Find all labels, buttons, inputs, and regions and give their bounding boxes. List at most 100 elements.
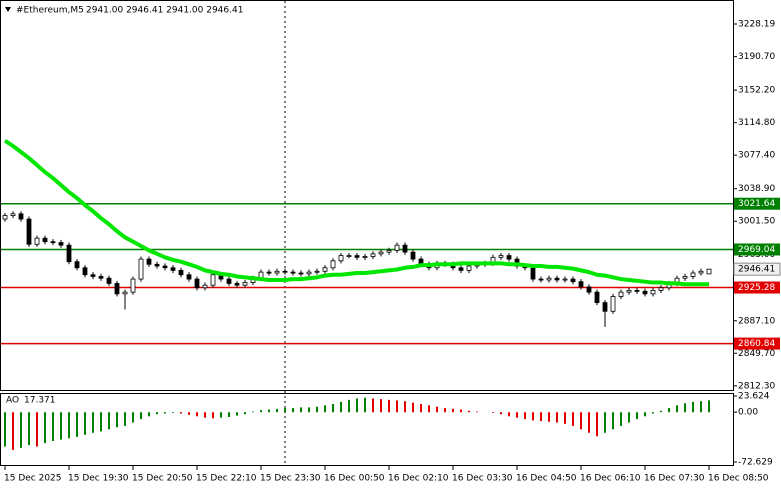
candle-body	[234, 283, 240, 286]
candle-body	[338, 255, 344, 262]
candle-body	[346, 255, 352, 257]
y-tick-label: 3190.70	[738, 52, 775, 62]
candle-body	[634, 289, 640, 292]
candle-body	[690, 272, 696, 277]
candle-body	[586, 286, 592, 293]
ao-tick-label: 23.624	[738, 392, 770, 402]
x-tick-label: 16 Dec 00:50	[324, 474, 385, 484]
candle-body	[530, 267, 536, 280]
candle-body	[330, 260, 336, 269]
candle-body	[18, 213, 24, 220]
candle-body	[378, 251, 384, 255]
x-tick-label: 16 Dec 02:10	[388, 474, 449, 484]
candle-body	[314, 270, 320, 273]
y-tick-label: 3038.90	[738, 184, 775, 194]
candle-body	[322, 267, 328, 272]
candle-body	[170, 267, 176, 271]
y-tick-label: 2812.30	[738, 381, 775, 391]
candle-body	[578, 281, 584, 288]
candle-body	[74, 261, 80, 269]
candle-body	[106, 277, 112, 284]
candle-body	[682, 276, 688, 279]
candle-body	[2, 215, 8, 220]
candle-body	[498, 255, 504, 258]
level-label-box	[734, 197, 780, 210]
candle-body	[554, 277, 560, 281]
candle-body	[274, 270, 280, 274]
candle-body	[570, 278, 576, 283]
level-label-box	[734, 281, 780, 294]
x-tick-label: 16 Dec 03:30	[452, 474, 513, 484]
candle-body	[650, 289, 656, 295]
x-tick-label: 16 Dec 06:10	[580, 474, 641, 484]
candle-body	[226, 278, 232, 284]
candle-body	[610, 296, 616, 312]
candle-body	[122, 291, 128, 295]
x-tick-label: 15 Dec 23:30	[260, 474, 321, 484]
main-pane	[0, 0, 734, 391]
candle-body	[618, 291, 624, 297]
candle-body	[626, 289, 632, 293]
ohlc-label: 2941.00 2946.41 2941.00 2946.41	[86, 6, 243, 16]
y-tick-label: 3152.20	[738, 86, 775, 96]
candle-body	[34, 237, 40, 245]
x-tick-label: 16 Dec 04:50	[516, 474, 577, 484]
x-tick-label: 15 Dec 2025	[4, 474, 62, 484]
level-label: 2925.28	[738, 283, 775, 293]
chart-title: #Ethereum,M5	[16, 6, 84, 16]
candle-body	[114, 283, 120, 295]
candle-body	[370, 253, 376, 257]
moving-average	[3, 139, 709, 287]
candle-body	[90, 274, 96, 277]
candle-body	[458, 267, 464, 271]
candle-body	[658, 287, 664, 291]
x-tick-label: 16 Dec 07:30	[644, 474, 705, 484]
candle-body	[146, 258, 152, 265]
price-label: 2946.41	[738, 265, 775, 275]
candle-body	[162, 265, 168, 269]
candle-body	[698, 270, 704, 274]
indicator-value: 17.371	[24, 396, 56, 406]
y-tick-label: 3001.50	[738, 217, 775, 227]
candle-body	[594, 291, 600, 303]
candle-body	[42, 237, 48, 243]
candle-body	[26, 218, 32, 245]
indicator-name: AO	[6, 396, 19, 406]
candle-body	[538, 278, 544, 281]
candle-body	[194, 278, 200, 289]
candle-body	[282, 270, 288, 273]
candle-body	[138, 258, 144, 280]
candle-body	[362, 256, 368, 258]
candle-body	[642, 290, 648, 295]
indicator-pane	[0, 393, 734, 466]
y-tick-label: 3114.80	[738, 118, 775, 128]
candle-body	[242, 282, 248, 286]
x-tick-label: 15 Dec 19:30	[68, 474, 129, 484]
candle-body	[394, 244, 400, 251]
level-label-box	[734, 243, 780, 256]
candle-body	[306, 271, 312, 275]
candle-body	[10, 213, 16, 216]
candle-body	[602, 302, 608, 312]
candle-body	[210, 274, 216, 286]
candle-body	[178, 269, 184, 276]
collapse-icon	[5, 7, 11, 12]
candle-body	[354, 255, 360, 258]
level-label: 2969.04	[738, 245, 775, 255]
candle-body	[82, 267, 88, 276]
x-tick-label: 15 Dec 20:50	[132, 474, 193, 484]
candle-body	[562, 278, 568, 281]
candle-body	[154, 263, 160, 267]
candle-body	[50, 241, 56, 244]
candle-body	[386, 249, 392, 253]
candle-body	[130, 278, 136, 293]
ao-tick-label: 0.00	[738, 408, 758, 418]
candle-body	[290, 271, 296, 274]
price-label-box	[733, 262, 781, 276]
candle-body	[186, 274, 192, 280]
candle-body	[298, 272, 304, 275]
y-tick-label: 3077.40	[738, 151, 775, 161]
y-tick-label: 2887.10	[738, 316, 775, 326]
